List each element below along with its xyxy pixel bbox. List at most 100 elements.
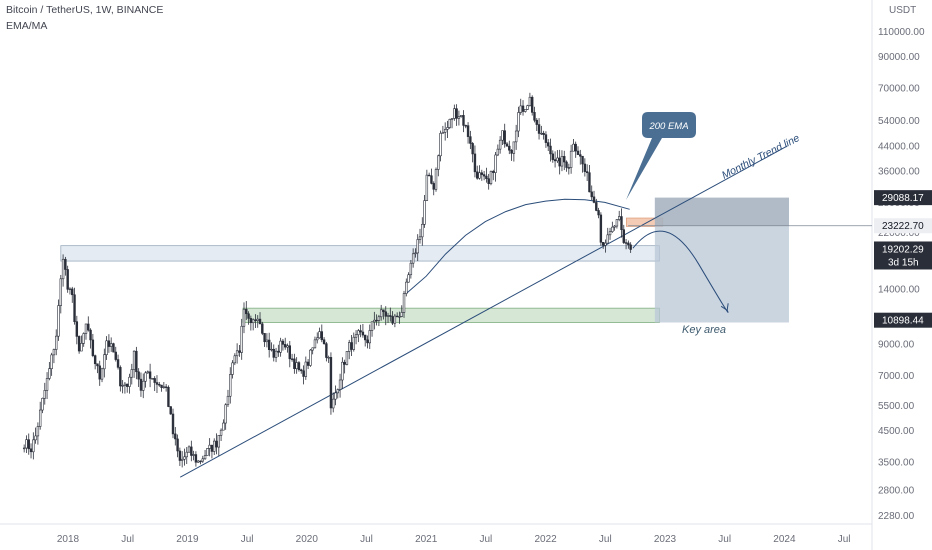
time-tick: 2023 [654,534,677,545]
price-tick: 54000.00 [878,116,920,127]
candle [414,248,417,258]
candle [100,367,104,383]
candle [45,372,49,399]
candle [155,375,159,393]
indicator-label[interactable]: EMA/MA [6,20,48,32]
candle [542,130,545,140]
projection-path[interactable] [632,230,729,313]
candle [398,311,401,324]
candle [581,155,584,173]
candle [293,353,296,374]
candle [109,337,113,352]
candle [128,373,131,394]
candle [217,434,221,457]
zone-4[interactable] [654,197,789,226]
candle [457,110,461,126]
zone-1[interactable] [242,307,660,323]
candle [558,149,561,175]
candle [229,367,232,404]
candle [71,286,74,303]
candle [144,371,147,388]
candle [105,336,108,360]
candle [185,447,188,465]
candle [304,356,308,380]
candle [68,287,72,295]
time-tick: 2019 [176,534,199,545]
time-tick: Jul [480,534,493,545]
candle [174,427,177,446]
candle [535,118,538,131]
candle [300,368,303,374]
candle [80,335,83,352]
candle [354,330,358,345]
candle [352,332,355,352]
candle [73,287,76,325]
candle [556,150,559,163]
candle [277,344,280,357]
candle [489,170,493,186]
candle [34,427,37,444]
candle [366,335,369,349]
time-axis[interactable]: 2018 Jul 2019 Jul 2020 Jul 2021 Jul 2022 Jul 2023 J… [57,534,851,545]
candle [41,397,44,414]
ema-callout-text: 200 EMA [648,121,688,132]
candle [318,327,321,339]
candle [487,173,490,190]
candle [192,450,195,461]
candle [565,160,568,172]
time-tick: Jul [718,534,731,545]
candle [563,150,566,171]
candle [588,164,591,193]
candle [98,360,101,386]
candle [263,333,266,347]
candle [311,347,314,355]
candle [405,278,408,297]
candle [281,338,285,351]
candle [201,455,204,463]
candle [597,207,600,219]
candle [82,332,85,347]
candle [215,433,218,455]
svg-text:19202.29: 19202.29 [882,244,924,255]
candle [290,353,294,362]
ema-callout[interactable]: 200 EMA [626,112,696,200]
candle [446,120,449,138]
candle [524,109,527,113]
candle [158,381,161,387]
candle [89,328,92,349]
candle [57,299,60,341]
candle [329,352,333,415]
svg-text:10898.44: 10898.44 [882,316,924,327]
candle [327,355,330,363]
candle [585,164,589,181]
price-tick: 44000.00 [878,141,920,152]
candle [368,324,371,349]
candle [514,124,518,150]
candle [379,304,383,321]
candle [238,344,241,357]
candle [505,142,509,147]
candle [164,384,168,392]
symbol-title[interactable]: Bitcoin / TetherUS, 1W, BINANCE [6,4,164,16]
candle [560,150,564,172]
price-tick: 22000.00 [878,228,920,239]
candle [416,234,419,262]
candle [196,459,200,463]
candle [32,432,35,460]
candle [265,333,269,348]
trendline[interactable] [179,145,788,478]
candle [528,92,532,107]
candle [400,305,403,318]
candle [432,181,435,196]
candle [423,195,426,228]
candle [418,228,422,244]
zone-0[interactable] [60,245,660,262]
candle [274,347,278,363]
ema-line[interactable] [405,198,630,294]
candle [441,125,445,134]
time-tick: Jul [838,534,851,545]
candle [254,314,257,328]
candle [130,363,133,385]
candle [139,372,143,397]
